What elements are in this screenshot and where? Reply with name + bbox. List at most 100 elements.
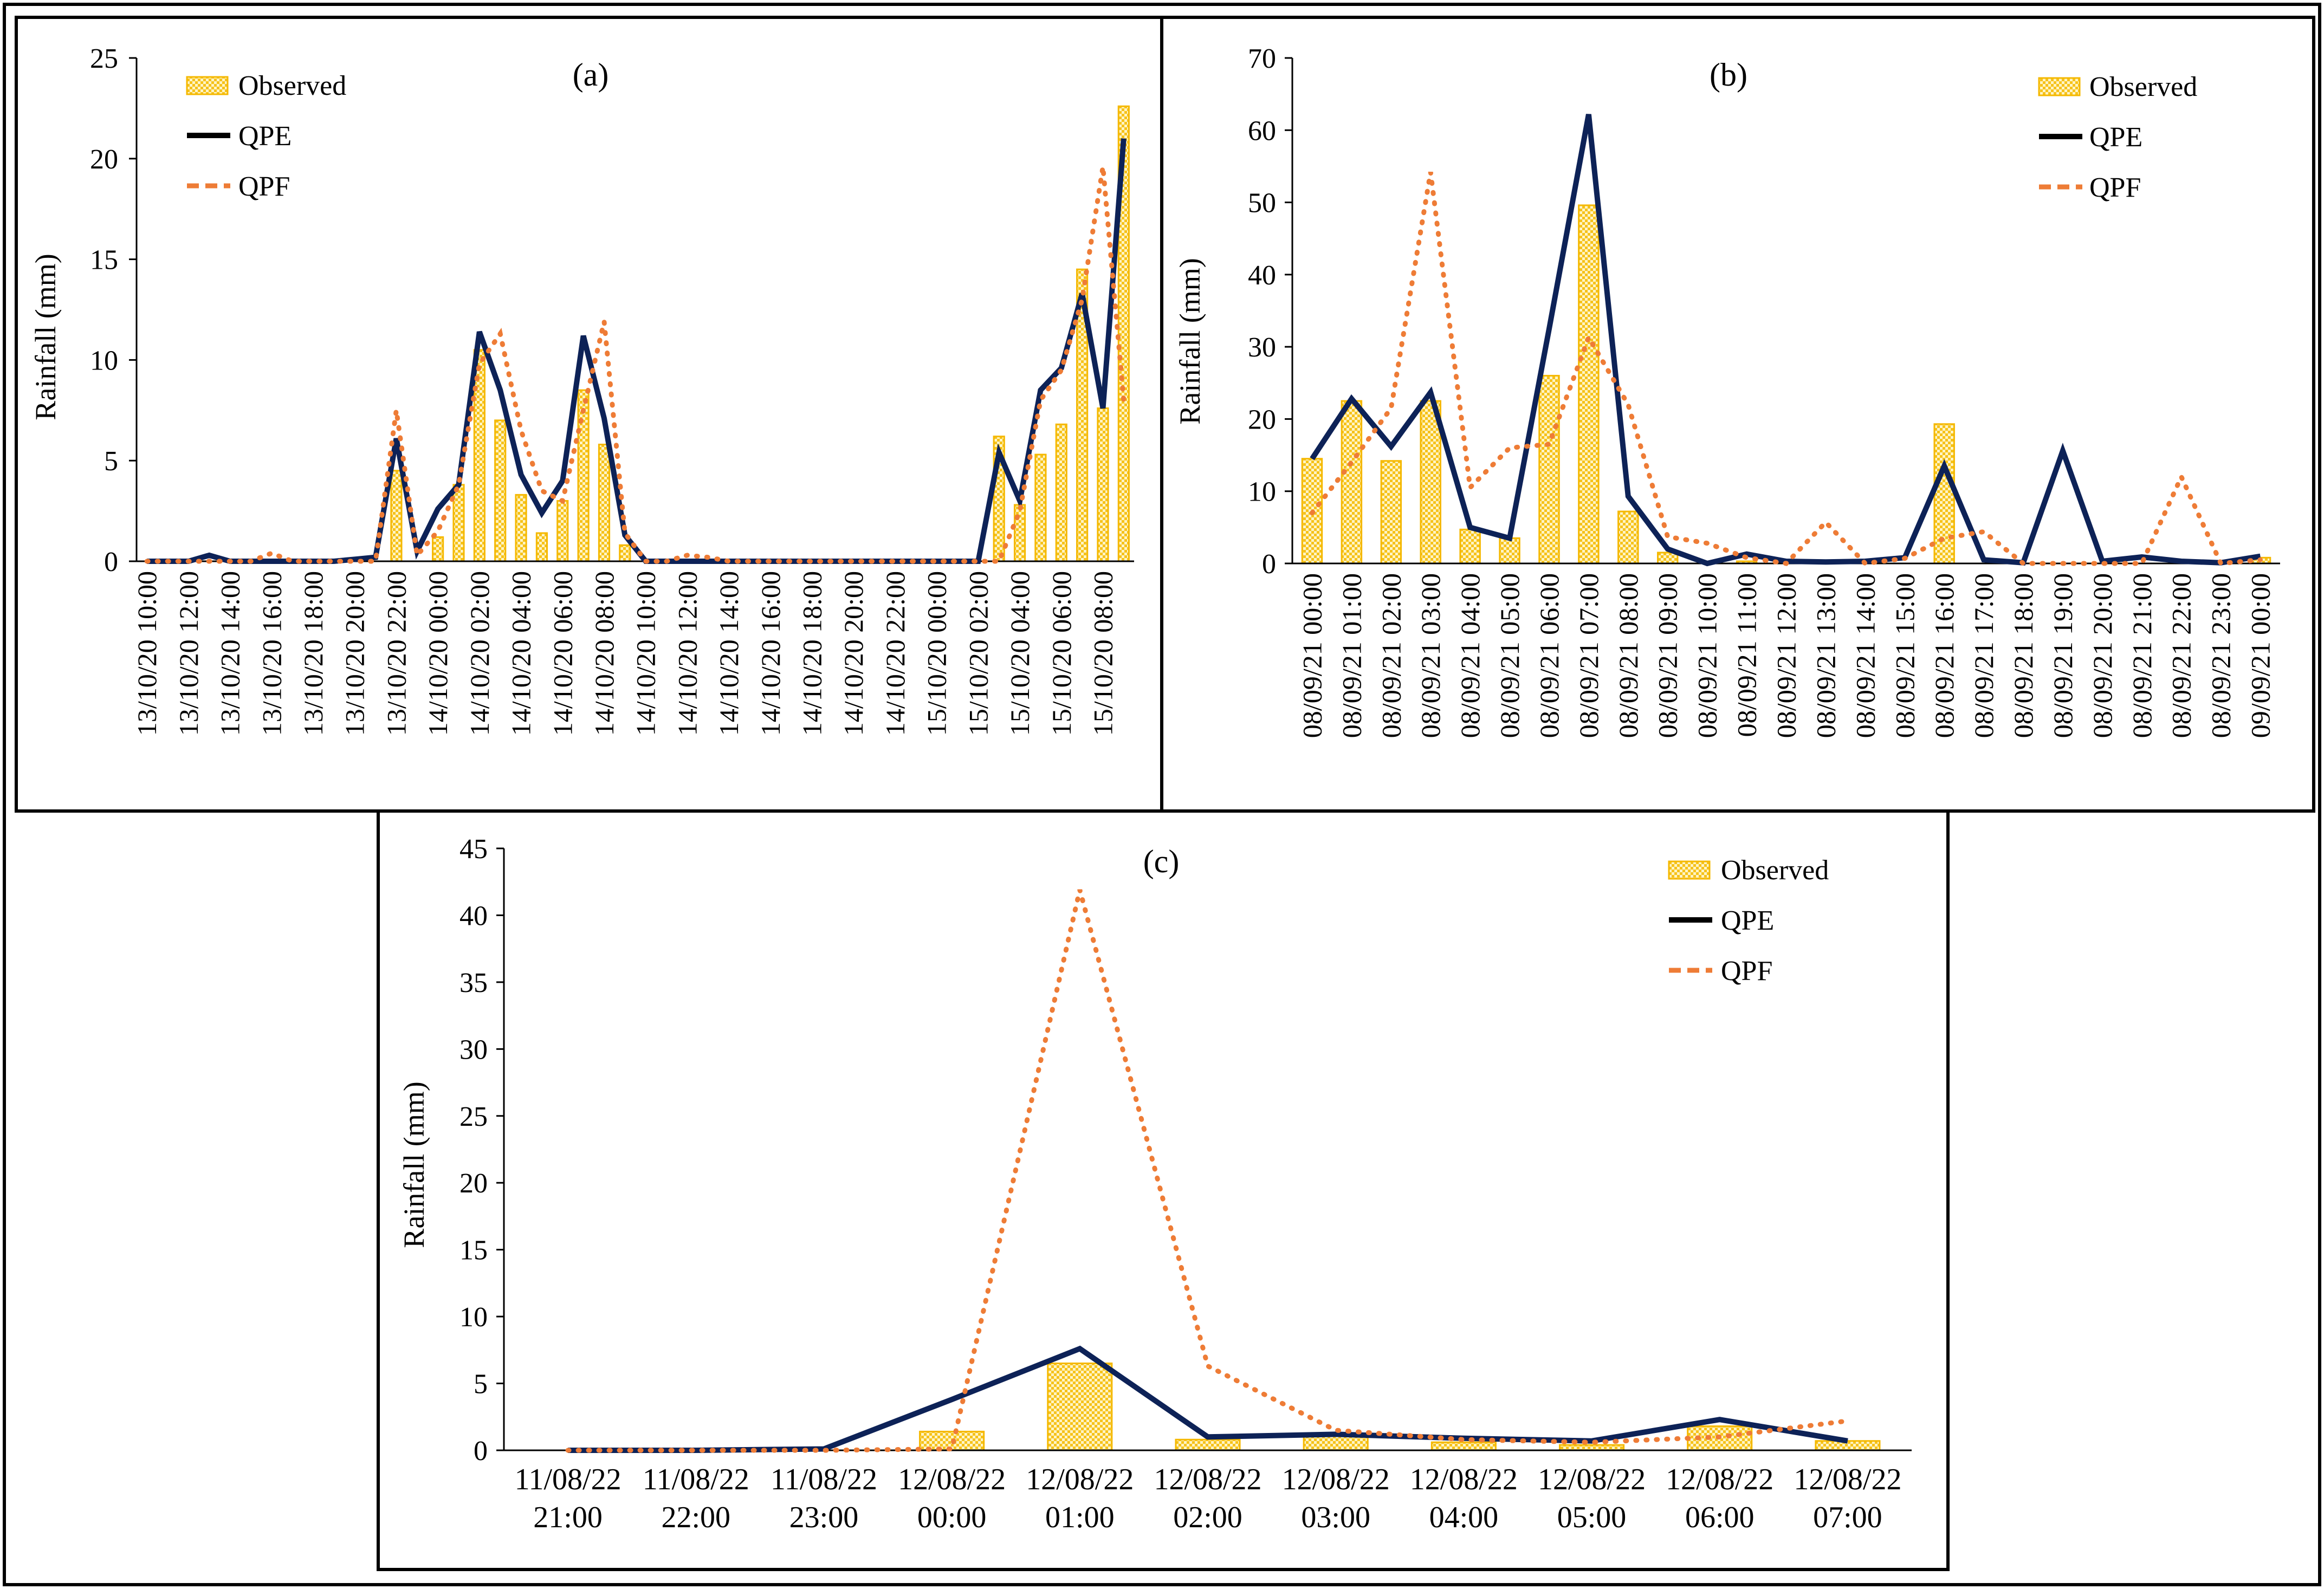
panel-a-y-tick-label: 20 — [90, 144, 118, 175]
legend-qpe-label: QPE — [2089, 122, 2142, 153]
legend-observed-swatch — [186, 76, 229, 95]
panel-a-observed-bar — [1013, 504, 1026, 562]
panel-a-x-tick-label: 13/10/20 12:00 — [173, 571, 204, 736]
panel-b-y-tick-label: 10 — [1248, 477, 1276, 508]
chart-panel-b: (b) Rainfall (mm) Observed QPE QPF 0 10 20… — [1174, 43, 2280, 738]
panel-a-observed-bar — [1097, 407, 1109, 562]
panel-b-observed-bar — [1933, 423, 1955, 565]
legend-qpf-label: QPF — [238, 171, 290, 202]
panel-b-x-tick-label: 09/09/21 00:00 — [2245, 573, 2276, 738]
legend-qpe-label: QPE — [1721, 905, 1774, 936]
panel-b-observed-bar — [1617, 510, 1639, 565]
panel-c-y-tick-label: 25 — [459, 1101, 488, 1132]
panel-a-x-tick-label: 14/10/20 02:00 — [464, 571, 495, 736]
panel-c-y-tick-label: 15 — [459, 1235, 488, 1266]
panel-c-y-tick-label: 45 — [459, 834, 488, 865]
legend-observed-label: Observed — [2089, 72, 2197, 102]
panel-b-title: (b) — [1710, 57, 1747, 93]
panel-b-x-tick-label: 08/09/21 09:00 — [1653, 573, 1683, 738]
panel-a-x-tick-label: 14/10/20 06:00 — [547, 571, 578, 736]
panel-a-y-tick-label: 15 — [90, 245, 118, 276]
panel-b-x-tick-label: 08/09/21 19:00 — [2048, 573, 2078, 738]
panel-b-qpf-line — [1310, 171, 2263, 566]
panel-b-x-tick-label: 08/09/21 05:00 — [1494, 573, 1525, 738]
panel-c-y-tick-label: 35 — [459, 968, 488, 998]
panel-c-plot: 0 5 10 15 20 25 30 35 40 45 11/08/22 21:00 11/08/22 2… — [459, 834, 1912, 1534]
panel-a-x-tick-label: 14/10/20 22:00 — [880, 571, 910, 736]
panel-a-qpf-line — [144, 166, 1127, 564]
panel-b-y-tick-label: 50 — [1248, 188, 1276, 219]
panel-b-x-tick-label: 08/09/21 17:00 — [1969, 573, 1999, 738]
panel-b-y-tick-label: 30 — [1248, 332, 1276, 363]
panel-c-observed-bar — [1047, 1363, 1113, 1451]
panel-c-x-tick-label: 11/08/22 21:00 — [515, 1463, 622, 1534]
panel-a-x-tick-label: 14/10/20 10:00 — [631, 571, 661, 736]
panel-c-qpe-line — [568, 1345, 1848, 1453]
panel-b-x-tick-label: 08/09/21 21:00 — [2127, 573, 2157, 738]
panel-a-observed-bar — [577, 389, 590, 562]
panel-b-x-tick-label: 08/09/21 03:00 — [1415, 573, 1446, 738]
panel-a-x-tick-label: 14/10/20 20:00 — [838, 571, 869, 736]
panel-c-x-tick-label: 12/08/22 07:00 — [1794, 1463, 1901, 1534]
panel-a-x-tick-label: 14/10/20 18:00 — [797, 571, 827, 736]
panel-b-x-tick-label: 08/09/21 18:00 — [2008, 573, 2038, 738]
panel-a-x-tick-label: 13/10/20 18:00 — [298, 571, 328, 736]
panel-a-y-tick-label: 25 — [90, 43, 118, 74]
panel-c-observed-bar — [1430, 1441, 1497, 1451]
panel-b-y-tick-label: 60 — [1248, 115, 1276, 146]
panel-c-x-tick-label: 12/08/22 04:00 — [1410, 1463, 1518, 1534]
panel-a-x-tick-label: 13/10/20 10:00 — [132, 571, 162, 736]
panel-a-observed-bar — [432, 536, 444, 562]
panel-a-observed-bar — [1034, 453, 1047, 562]
legend-observed-swatch — [1668, 860, 1711, 880]
figure-border — [3, 3, 2321, 1586]
panel-b-x-tick-label: 08/09/21 13:00 — [1810, 573, 1841, 738]
panel-a-observed-bar — [556, 500, 569, 562]
panel-c-qpf-line — [565, 889, 1850, 1453]
panel-c-x-tick-label: 11/08/22 22:00 — [643, 1463, 749, 1534]
panel-b-x-tick-label: 08/09/21 07:00 — [1574, 573, 1604, 738]
panel-b-observed-bar — [1420, 400, 1441, 565]
panel-a-observed-bar — [619, 544, 631, 562]
panel-c-frame — [377, 809, 1950, 1571]
panel-c-observed-bar — [1175, 1438, 1241, 1451]
panel-a-x-tick-label: 15/10/20 04:00 — [1005, 571, 1035, 736]
panel-b-y-axis-label: Rainfall (mm) — [1174, 258, 1206, 424]
panel-c-y-tick-label: 5 — [474, 1369, 488, 1400]
panel-a-x-tick-label: 15/10/20 06:00 — [1046, 571, 1077, 736]
panel-c-x-tick-label: 12/08/22 00:00 — [898, 1463, 1006, 1534]
panel-b-x-tick-label: 08/09/21 15:00 — [1889, 573, 1920, 738]
panel-b-x-tick-label: 08/09/21 22:00 — [2166, 573, 2197, 738]
panel-a-x-tick-label: 13/10/20 22:00 — [381, 571, 411, 736]
panel-c-y-tick-label: 10 — [459, 1302, 488, 1333]
panel-c-observed-bar — [1303, 1435, 1369, 1451]
panel-b-plot: 0 10 20 30 40 50 60 70 08/09/21 00:00 08/09/21 01… — [1248, 43, 2280, 738]
panel-a-observed-bar — [494, 419, 507, 562]
panel-a-x-tick-label: 14/10/20 00:00 — [423, 571, 453, 736]
panel-c-x-tick-label: 12/08/22 01:00 — [1026, 1463, 1134, 1534]
legend-qpe-label: QPE — [238, 121, 292, 152]
panel-a-observed-bar — [535, 532, 548, 562]
chart-panel-c: (c) Rainfall (mm) Observed QPE QPF 0 5 10 1… — [398, 834, 1912, 1534]
panel-c-y-tick-label: 30 — [459, 1034, 488, 1065]
panel-c-x-tick-label: 12/08/22 05:00 — [1538, 1463, 1646, 1534]
panel-a-x-tick-label: 14/10/20 08:00 — [589, 571, 619, 736]
panel-a-observed-bar — [598, 443, 611, 562]
panel-a-plot: 0 5 10 15 20 25 13/10/20 10:00 13/10/20 12:00 13… — [90, 43, 1134, 736]
panel-a-x-tick-label: 15/10/20 02:00 — [963, 571, 993, 736]
panel-b-x-tick-label: 08/09/21 04:00 — [1455, 573, 1485, 738]
panel-a-observed-bar — [452, 484, 465, 562]
panel-a-y-tick-label: 5 — [104, 446, 118, 477]
panel-b-x-tick-label: 08/09/21 23:00 — [2206, 573, 2236, 738]
panel-b-x-tick-label: 08/09/21 14:00 — [1850, 573, 1880, 738]
legend-qpf-label: QPF — [2089, 172, 2141, 203]
panel-a-legend: Observed QPE QPF — [186, 70, 346, 202]
legend-observed-label: Observed — [1721, 855, 1829, 886]
panel-a-y-tick-label: 10 — [90, 345, 118, 376]
panel-a-observed-bar — [1055, 423, 1067, 562]
panel-a-observed-bar — [390, 470, 403, 562]
panel-c-y-tick-label: 20 — [459, 1168, 488, 1199]
panel-a-x-tick-label: 14/10/20 16:00 — [755, 571, 786, 736]
panel-b-x-tick-label: 08/09/21 08:00 — [1613, 573, 1643, 738]
panel-c-x-tick-label: 12/08/22 06:00 — [1666, 1463, 1773, 1534]
